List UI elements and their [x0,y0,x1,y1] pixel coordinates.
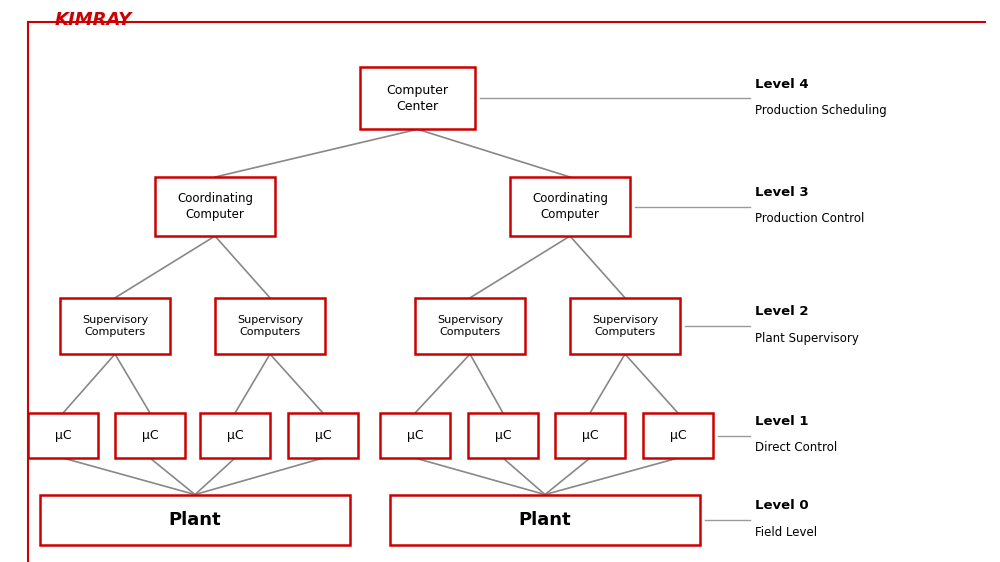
Text: Supervisory
Computers: Supervisory Computers [437,315,503,337]
Text: μC: μC [55,429,71,442]
FancyBboxPatch shape [380,413,450,458]
Text: Plant Supervisory: Plant Supervisory [755,332,859,345]
Text: Level 3: Level 3 [755,186,809,199]
Text: Plant: Plant [169,511,221,529]
Text: KIMRAY: KIMRAY [55,11,132,29]
Text: Production Control: Production Control [755,212,864,225]
Text: Supervisory
Computers: Supervisory Computers [82,315,148,337]
Text: Level 1: Level 1 [755,415,808,428]
Text: μC: μC [142,429,158,442]
Text: μC: μC [407,429,423,442]
Text: μC: μC [495,429,511,442]
FancyBboxPatch shape [215,298,325,354]
Text: Coordinating
Computer: Coordinating Computer [532,192,608,221]
FancyBboxPatch shape [155,177,275,236]
FancyBboxPatch shape [360,67,475,129]
Text: Field Level: Field Level [755,525,817,539]
Text: Computer
Center: Computer Center [386,84,448,113]
FancyBboxPatch shape [28,413,98,458]
Text: Production Scheduling: Production Scheduling [755,104,887,117]
Text: μC: μC [582,429,598,442]
Text: μC: μC [315,429,331,442]
Text: Level 2: Level 2 [755,305,808,319]
FancyBboxPatch shape [288,413,358,458]
Text: μC: μC [670,429,686,442]
Text: μC: μC [227,429,243,442]
FancyBboxPatch shape [468,413,538,458]
FancyBboxPatch shape [510,177,630,236]
FancyBboxPatch shape [415,298,525,354]
Text: Plant: Plant [519,511,571,529]
FancyBboxPatch shape [555,413,625,458]
FancyBboxPatch shape [60,298,170,354]
FancyBboxPatch shape [40,495,350,545]
FancyBboxPatch shape [390,495,700,545]
FancyBboxPatch shape [115,413,185,458]
Text: Supervisory
Computers: Supervisory Computers [592,315,658,337]
Text: Supervisory
Computers: Supervisory Computers [237,315,303,337]
FancyBboxPatch shape [570,298,680,354]
Text: Direct Control: Direct Control [755,441,837,455]
FancyBboxPatch shape [200,413,270,458]
Text: Level 0: Level 0 [755,499,809,513]
FancyBboxPatch shape [643,413,713,458]
Text: Coordinating
Computer: Coordinating Computer [177,192,253,221]
Text: Level 4: Level 4 [755,78,809,91]
